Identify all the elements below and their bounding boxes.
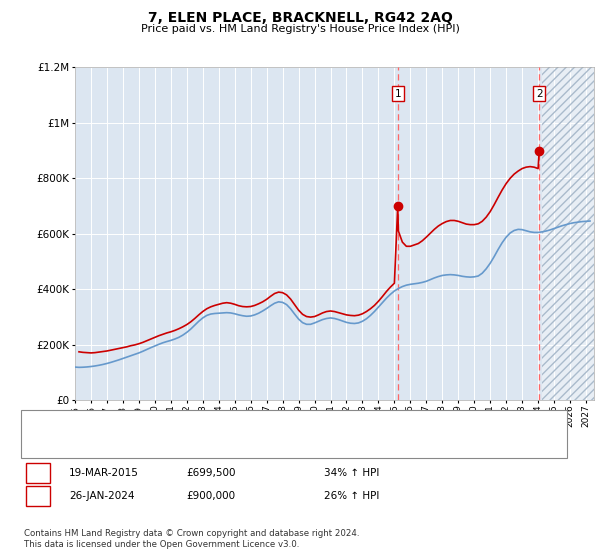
Text: £900,000: £900,000	[186, 491, 235, 501]
Text: 26% ↑ HPI: 26% ↑ HPI	[324, 491, 379, 501]
Bar	[542, 67, 594, 400]
Text: 34% ↑ HPI: 34% ↑ HPI	[324, 468, 379, 478]
Text: 1: 1	[34, 468, 41, 478]
Text: 26-JAN-2024: 26-JAN-2024	[69, 491, 134, 501]
Text: 1: 1	[394, 89, 401, 99]
Text: 7, ELEN PLACE, BRACKNELL, RG42 2AQ: 7, ELEN PLACE, BRACKNELL, RG42 2AQ	[148, 11, 452, 25]
Text: 2: 2	[34, 491, 41, 501]
Text: Contains HM Land Registry data © Crown copyright and database right 2024.
This d: Contains HM Land Registry data © Crown c…	[24, 529, 359, 549]
Text: ——: ——	[39, 418, 67, 432]
Text: £699,500: £699,500	[186, 468, 235, 478]
Text: Price paid vs. HM Land Registry's House Price Index (HPI): Price paid vs. HM Land Registry's House …	[140, 24, 460, 34]
Text: 19-MAR-2015: 19-MAR-2015	[69, 468, 139, 478]
Text: 2: 2	[536, 89, 542, 99]
Text: ——: ——	[39, 438, 67, 452]
Text: 7, ELEN PLACE, BRACKNELL, RG42 2AQ (detached house): 7, ELEN PLACE, BRACKNELL, RG42 2AQ (deta…	[81, 419, 362, 430]
Text: HPI: Average price, detached house, Bracknell Forest: HPI: Average price, detached house, Brac…	[81, 441, 340, 450]
